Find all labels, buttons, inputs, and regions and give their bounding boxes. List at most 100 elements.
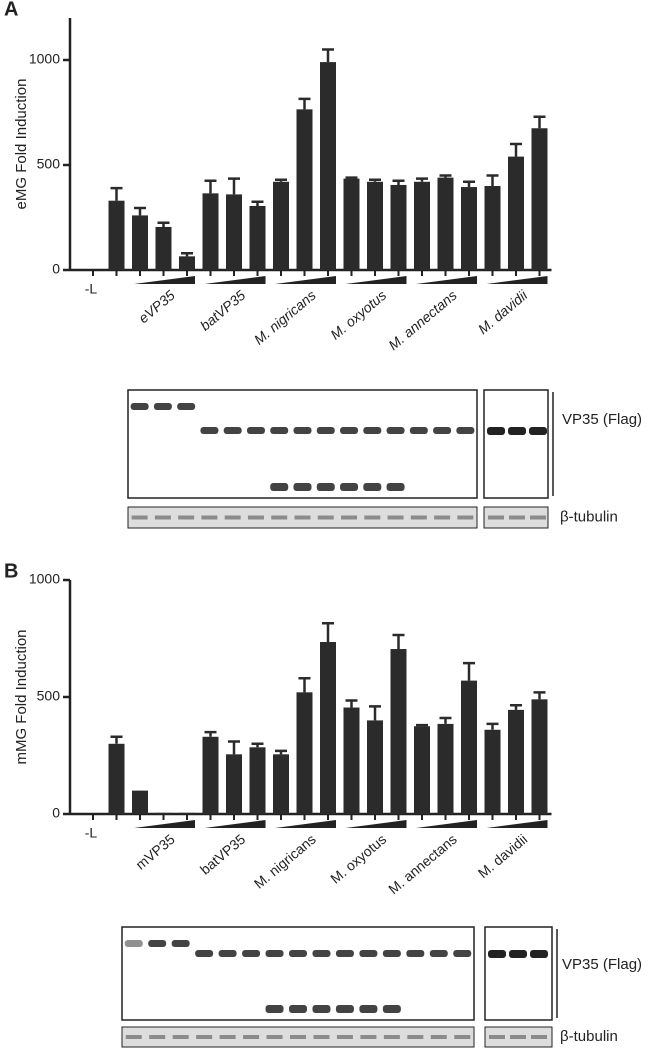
bar	[461, 680, 477, 814]
dose-triangle	[134, 276, 195, 284]
panel-label: B	[4, 560, 18, 582]
dose-triangle	[204, 276, 266, 284]
y-tick-label: 0	[52, 261, 60, 277]
band	[148, 940, 167, 947]
band	[508, 427, 526, 435]
bar	[437, 723, 454, 814]
error-bar	[251, 200, 264, 206]
band	[341, 515, 358, 520]
band	[223, 427, 242, 434]
x-tick-label: eVP35	[135, 287, 178, 326]
bar	[179, 256, 195, 270]
error-bar	[510, 703, 522, 710]
band	[312, 950, 331, 957]
band	[290, 1035, 306, 1039]
error-bar	[439, 174, 452, 178]
band	[430, 1035, 447, 1039]
band	[200, 427, 219, 434]
band	[218, 950, 237, 957]
bar	[531, 699, 548, 814]
y-axis-label: eMG Fold Induction	[13, 79, 30, 210]
band	[509, 950, 527, 958]
bar	[437, 177, 454, 270]
band	[247, 515, 264, 520]
error-bar	[392, 633, 405, 650]
band	[363, 427, 382, 434]
error-bar	[322, 622, 334, 643]
bar	[484, 729, 501, 814]
error-bar	[181, 251, 193, 257]
error-bar	[533, 115, 546, 129]
band	[265, 1005, 284, 1013]
band	[454, 1035, 471, 1039]
error-bar	[298, 97, 311, 110]
band	[531, 1035, 547, 1039]
band	[178, 515, 195, 520]
error-bar	[275, 178, 287, 182]
error-bar	[204, 730, 217, 737]
bar	[367, 181, 383, 270]
band	[386, 483, 405, 491]
error-bar	[110, 735, 123, 744]
x-tick-label: M. davidii	[475, 286, 531, 337]
error-bar	[322, 48, 334, 63]
band	[386, 427, 405, 434]
dose-triangle	[416, 820, 477, 828]
x-tick-label: mVP35	[132, 831, 178, 873]
bar	[367, 720, 383, 814]
band	[406, 950, 425, 957]
band	[510, 1035, 526, 1039]
band	[529, 427, 547, 435]
band	[294, 515, 311, 520]
bar	[108, 200, 125, 270]
bar	[179, 812, 195, 814]
bar	[249, 747, 266, 814]
dose-triangle	[416, 276, 477, 284]
band	[317, 515, 334, 520]
error-bar	[533, 691, 546, 700]
error-bar	[439, 716, 452, 724]
band	[335, 950, 354, 957]
band	[131, 515, 148, 520]
x-tick-label: batVP35	[197, 831, 249, 878]
bar	[390, 649, 407, 814]
bar	[461, 187, 477, 270]
x-tick-label: M. annectans	[385, 287, 460, 353]
band	[270, 483, 289, 491]
error-bar	[416, 177, 428, 182]
band	[312, 1005, 331, 1013]
bar	[414, 181, 430, 270]
band	[313, 1035, 330, 1039]
band	[487, 427, 505, 435]
bar	[108, 743, 125, 814]
band	[340, 427, 359, 434]
error-bar	[204, 179, 217, 194]
band	[456, 427, 475, 434]
band	[196, 1035, 213, 1039]
dose-triangle	[486, 276, 548, 284]
bar	[132, 215, 148, 270]
band	[265, 950, 284, 957]
bar	[343, 707, 360, 814]
error-bar	[228, 740, 240, 755]
band	[195, 950, 214, 957]
error-bar	[369, 178, 381, 182]
bar	[343, 178, 360, 270]
bar	[226, 754, 242, 814]
band	[434, 515, 451, 520]
blot-label: VP35 (Flag)	[562, 956, 642, 973]
blot-frame	[484, 926, 553, 1021]
band	[488, 515, 504, 520]
dose-triangle	[204, 820, 266, 828]
x-tick-label: M. nigricans	[251, 287, 319, 348]
band	[270, 427, 289, 434]
error-bar	[463, 180, 475, 188]
band	[509, 515, 525, 520]
dose-triangle	[486, 820, 548, 828]
band	[171, 940, 190, 947]
error-bar	[510, 142, 522, 157]
error-bar	[369, 705, 381, 721]
band	[488, 950, 506, 958]
